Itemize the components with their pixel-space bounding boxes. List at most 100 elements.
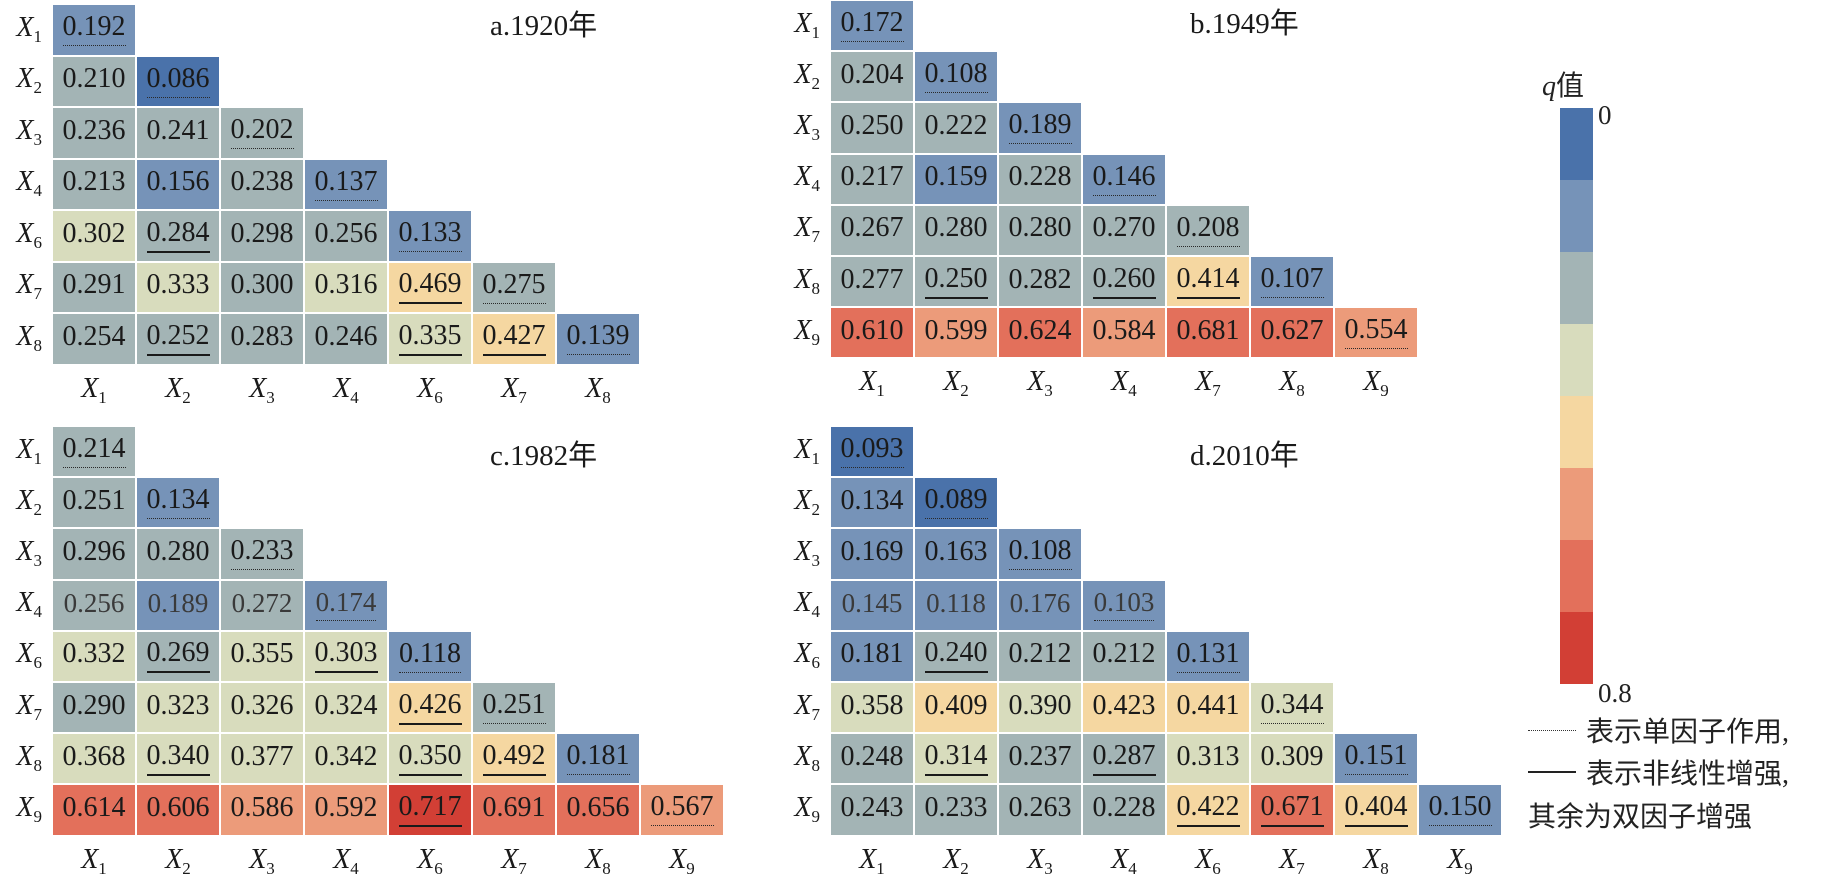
heatmap-cell: 0.280 — [914, 204, 998, 256]
cell-value: 0.233 — [230, 537, 294, 571]
heatmap-cell: 0.204 — [830, 51, 914, 103]
cell-value: 0.313 — [1176, 740, 1240, 772]
heatmap-cell: 0.277 — [830, 256, 914, 308]
cell-value: 0.270 — [1092, 212, 1156, 244]
cell-value: 0.131 — [1176, 639, 1240, 673]
cell-value: 0.202 — [230, 116, 294, 150]
heatmap-cell: 0.614 — [52, 784, 136, 836]
heatmap-cell: 0.284 — [136, 210, 220, 262]
x-tick-label: X3 — [249, 843, 275, 878]
heatmap-cell: 0.316 — [304, 261, 388, 313]
legend-swatch — [1560, 612, 1593, 684]
cell-value: 0.414 — [1176, 264, 1240, 299]
heatmap-cell: 0.139 — [556, 313, 640, 365]
heatmap-cell: 0.324 — [304, 682, 388, 734]
heatmap-cell: 0.250 — [914, 256, 998, 308]
legend-swatch — [1560, 180, 1593, 252]
cell-value: 0.210 — [62, 63, 126, 95]
cell-value: 0.252 — [146, 321, 210, 356]
heatmap-cell: 0.275 — [472, 261, 556, 313]
x-tick-label: X1 — [81, 372, 107, 407]
heatmap-cell: 0.208 — [1166, 204, 1250, 256]
cell-value: 0.333 — [146, 269, 210, 301]
x-tick-label: X3 — [1027, 366, 1053, 401]
cell-value: 0.296 — [62, 535, 126, 567]
heatmap-cell: 0.340 — [136, 733, 220, 785]
x-tick-label: X8 — [1279, 366, 1305, 401]
heatmap-cell: 0.150 — [1418, 784, 1502, 836]
heatmap-cell: 0.592 — [304, 784, 388, 836]
cell-value: 0.280 — [1008, 212, 1072, 244]
cell-value: 0.358 — [840, 689, 904, 721]
x-tick-label: X8 — [585, 843, 611, 878]
note-nonlinear: 表示非线性增强, — [1528, 752, 1789, 792]
y-tick-label: X9 — [16, 792, 42, 826]
cell-value: 0.290 — [62, 689, 126, 721]
heatmap-cell: 0.269 — [136, 630, 220, 682]
cell-value: 0.222 — [924, 109, 988, 141]
y-tick-label: X3 — [794, 536, 820, 570]
heatmap-cell: 0.414 — [1166, 256, 1250, 308]
note-single-factor-text: 表示单因子作用, — [1586, 717, 1790, 748]
heatmap-cell: 0.118 — [388, 630, 472, 682]
cell-value: 0.335 — [398, 321, 462, 356]
cell-value: 0.139 — [566, 322, 630, 356]
cell-value: 0.250 — [924, 264, 988, 299]
cell-value: 0.441 — [1176, 689, 1240, 721]
cell-value: 0.280 — [924, 212, 988, 244]
solid-underline-sample — [1528, 771, 1576, 773]
heatmap-cell: 0.377 — [220, 733, 304, 785]
legend-min-label: 0 — [1598, 100, 1612, 130]
heatmap-cell: 0.314 — [914, 733, 998, 785]
x-tick-label: X1 — [859, 366, 885, 401]
y-tick-label: X6 — [16, 638, 42, 673]
y-tick-label: X7 — [794, 689, 820, 724]
heatmap-cell: 0.246 — [304, 313, 388, 365]
cell-value: 0.151 — [1344, 742, 1408, 776]
cell-value: 0.422 — [1176, 792, 1240, 827]
heatmap-cell: 0.283 — [220, 313, 304, 365]
x-tick-label: X7 — [501, 372, 527, 407]
y-tick-label: X8 — [16, 320, 42, 355]
y-tick-label: X8 — [794, 740, 820, 775]
heatmap-cell: 0.423 — [1082, 682, 1166, 734]
cell-value: 0.260 — [1092, 264, 1156, 299]
cell-value: 0.181 — [840, 638, 904, 670]
x-tick-label: X4 — [333, 843, 359, 878]
heatmap-cell: 0.228 — [998, 153, 1082, 205]
cell-value: 0.671 — [1260, 792, 1324, 827]
panel-title: c.1982年 — [490, 440, 598, 472]
heatmap-cell: 0.290 — [52, 682, 136, 734]
heatmap-cell: 0.189 — [998, 102, 1082, 154]
heatmap-cell: 0.250 — [830, 102, 914, 154]
heatmap-cell: 0.302 — [52, 210, 136, 262]
heatmap-cell: 0.296 — [52, 528, 136, 580]
heatmap-cell: 0.282 — [998, 256, 1082, 308]
y-tick-label: X3 — [16, 536, 42, 570]
panel-title: d.2010年 — [1190, 440, 1299, 472]
cell-value: 0.283 — [230, 320, 294, 352]
heatmap-cell: 0.210 — [52, 55, 136, 107]
cell-value: 0.256 — [63, 587, 125, 618]
cell-value: 0.390 — [1008, 689, 1072, 721]
heatmap-cell: 0.717 — [388, 784, 472, 836]
x-tick-label: X2 — [165, 372, 191, 407]
heatmap-cell: 0.303 — [304, 630, 388, 682]
heatmap-cell: 0.212 — [998, 630, 1082, 682]
note-bivariate-text: 其余为双因子增强 — [1528, 802, 1753, 833]
cell-value: 0.263 — [1008, 791, 1072, 823]
cell-value: 0.189 — [147, 587, 209, 618]
heatmap-cell: 0.213 — [52, 158, 136, 210]
cell-value: 0.269 — [146, 639, 210, 674]
heatmap-cell: 0.137 — [304, 158, 388, 210]
cell-value: 0.256 — [314, 217, 378, 249]
legend-max-label: 0.8 — [1598, 678, 1632, 708]
x-tick-label: X7 — [1195, 366, 1221, 401]
cell-value: 0.146 — [1092, 162, 1156, 196]
cell-value: 0.350 — [398, 741, 462, 776]
heatmap-cell: 0.256 — [52, 579, 136, 631]
heatmap-cell: 0.335 — [388, 313, 472, 365]
heatmap-cell: 0.287 — [1082, 733, 1166, 785]
y-tick-label: X8 — [16, 740, 42, 775]
